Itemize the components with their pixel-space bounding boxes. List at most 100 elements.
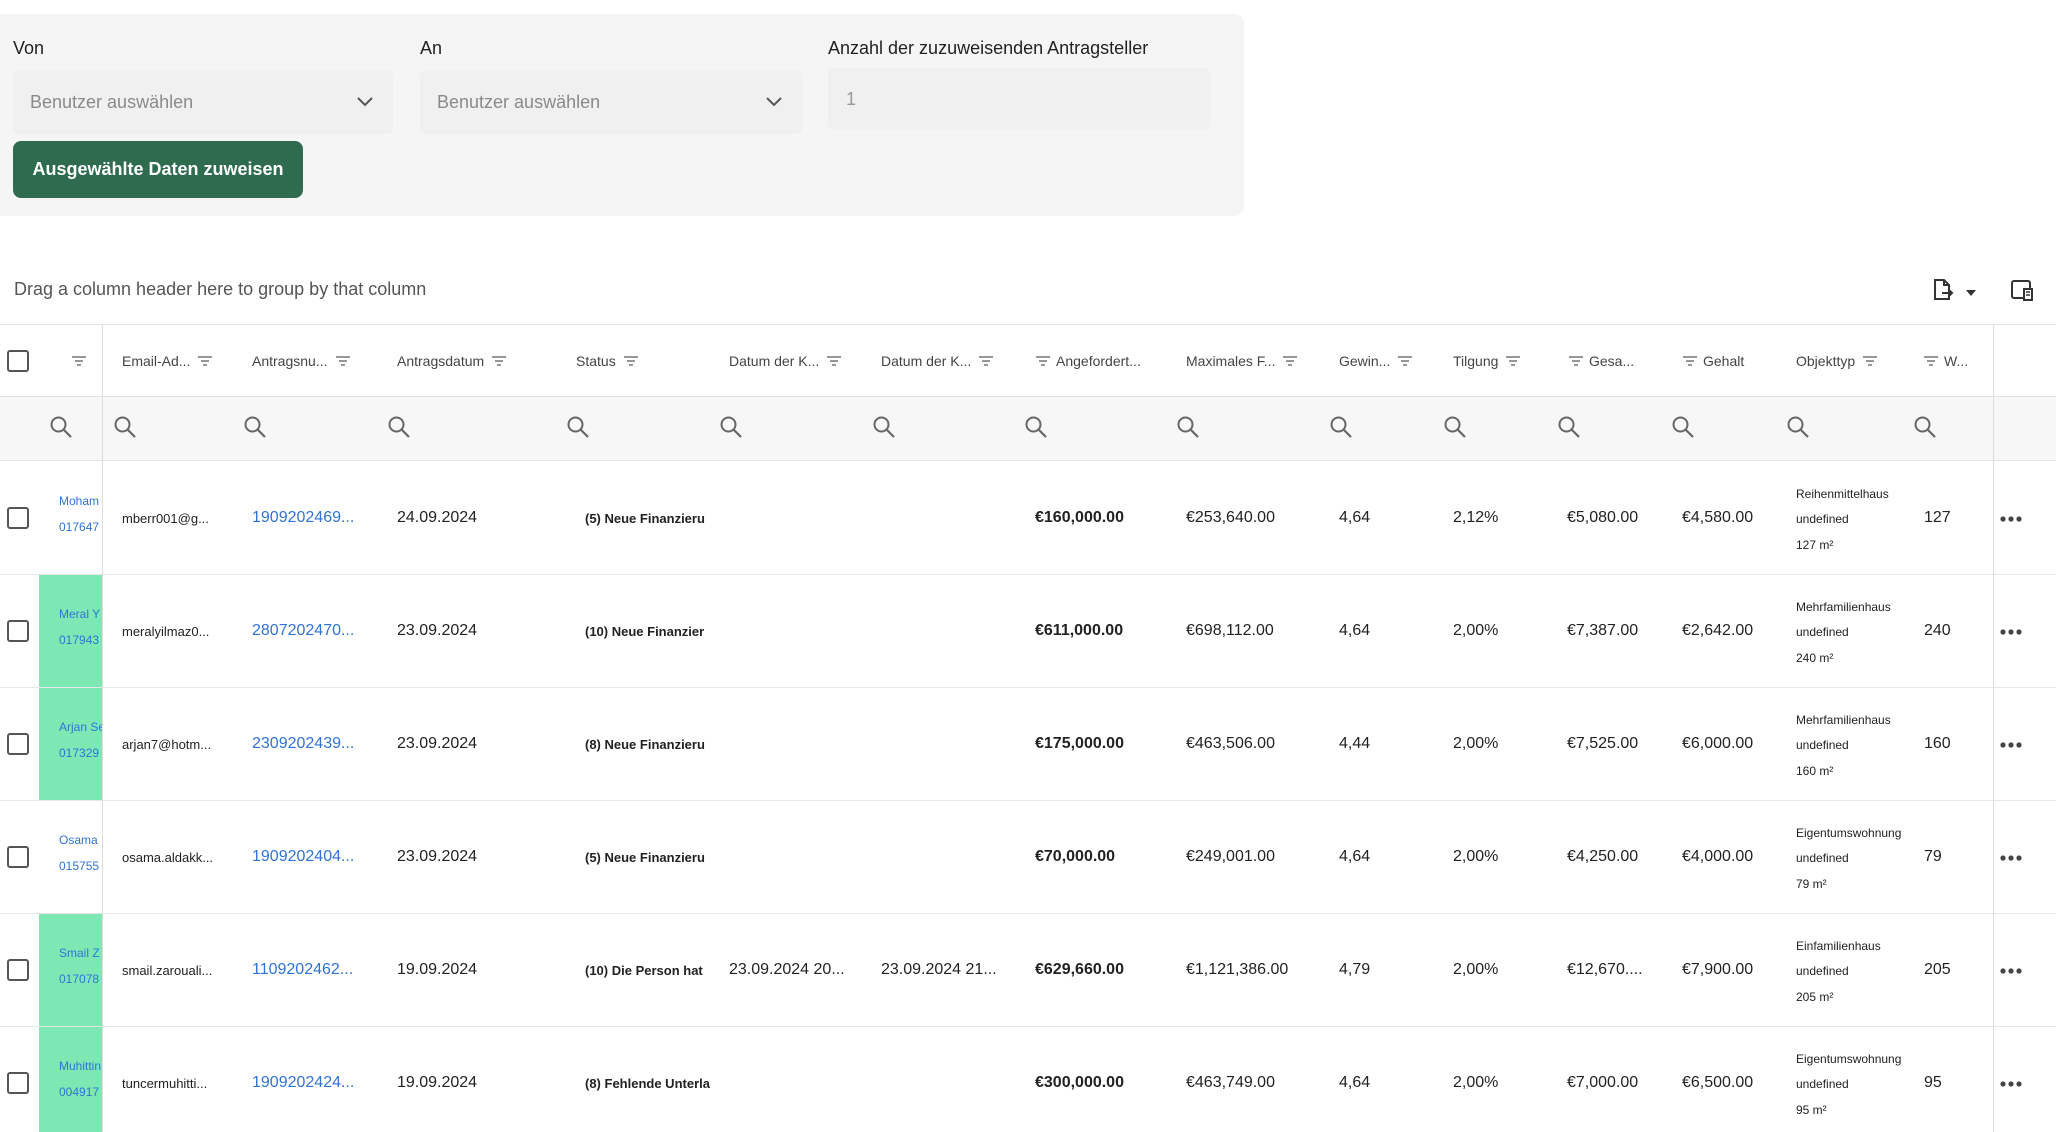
antragsdatum-cell: 23.09.2024 xyxy=(397,735,478,752)
search-icon[interactable] xyxy=(872,415,898,441)
filter-icon[interactable] xyxy=(1924,356,1938,366)
antragsnummer-link[interactable]: 1909202404... xyxy=(252,848,355,865)
search-icon[interactable] xyxy=(387,415,413,441)
column-header-objekttyp[interactable]: Objekttyp xyxy=(1796,325,1878,397)
applicant-phone[interactable]: 017943 xyxy=(59,633,100,647)
search-icon[interactable] xyxy=(1786,415,1812,441)
column-header-maximales[interactable]: Maximales F... xyxy=(1186,325,1298,397)
antragsnummer-link[interactable]: 1109202462... xyxy=(252,961,354,978)
column-header-tilgung[interactable]: Tilgung xyxy=(1453,325,1521,397)
column-chooser-button[interactable] xyxy=(2010,278,2038,306)
w-cell: 205 xyxy=(1924,961,1951,978)
count-input[interactable]: 1 xyxy=(828,68,1210,130)
column-header-label: Maximales F... xyxy=(1186,353,1276,369)
applicant-name[interactable]: Arjan Se xyxy=(59,720,102,734)
filter-icon[interactable] xyxy=(198,356,213,366)
to-user-select[interactable]: Benutzer auswählen xyxy=(420,70,802,134)
search-icon[interactable] xyxy=(113,415,139,441)
column-header-angefordert[interactable]: Angefordert... xyxy=(1036,325,1141,397)
filter-icon[interactable] xyxy=(1036,356,1050,366)
filter-icon[interactable] xyxy=(1506,356,1521,366)
export-button[interactable] xyxy=(1932,278,1988,306)
from-user-select[interactable]: Benutzer auswählen xyxy=(13,70,393,134)
applicant-cell[interactable]: Osama 015755 xyxy=(39,801,102,913)
applicant-cell[interactable]: Moham 017647 xyxy=(39,462,102,574)
assign-selected-button[interactable]: Ausgewählte Daten zuweisen xyxy=(13,141,303,198)
column-header-antragsnummer[interactable]: Antragsnu... xyxy=(252,325,350,397)
objekttyp-area: 240 m² xyxy=(1796,651,1834,665)
search-icon[interactable] xyxy=(719,415,745,441)
row-checkbox[interactable] xyxy=(7,620,29,642)
row-actions-button[interactable] xyxy=(1996,688,2026,800)
search-icon[interactable] xyxy=(243,415,269,441)
column-header-datum-k1[interactable]: Datum der K... xyxy=(729,325,842,397)
column-header-datum-k2[interactable]: Datum der K... xyxy=(881,325,994,397)
search-icon[interactable] xyxy=(1671,415,1697,441)
antragsnummer-link[interactable]: 2807202470... xyxy=(252,622,355,639)
column-header-label: Tilgung xyxy=(1453,353,1499,369)
applicant-cell[interactable]: Muhittin 004917 xyxy=(39,1027,102,1132)
filter-icon[interactable] xyxy=(827,356,842,366)
select-all-checkbox[interactable] xyxy=(7,350,29,372)
applicant-phone[interactable]: 004917 xyxy=(59,1085,100,1099)
filter-icon[interactable] xyxy=(1683,356,1697,366)
applicant-name[interactable]: Muhittin xyxy=(59,1059,102,1073)
row-checkbox[interactable] xyxy=(7,733,29,755)
column-header-gesamt[interactable]: Gesa... xyxy=(1569,325,1634,397)
column-header-status[interactable]: Status xyxy=(576,325,638,397)
filter-icon[interactable] xyxy=(1283,356,1298,366)
row-checkbox[interactable] xyxy=(7,507,29,529)
applicant-phone[interactable]: 017647 xyxy=(59,520,100,534)
row-actions-button[interactable] xyxy=(1996,914,2026,1026)
table-row[interactable]: Smail Z 017078 smail.zarouali... 1109202462… xyxy=(0,914,2056,1027)
applicant-cell[interactable]: Smail Z 017078 xyxy=(39,914,102,1026)
filter-icon[interactable] xyxy=(1569,356,1583,366)
column-header-w[interactable]: W... xyxy=(1924,325,1968,397)
applicant-phone[interactable]: 017078 xyxy=(59,972,100,986)
column-header-email[interactable]: Email-Ad... xyxy=(122,325,213,397)
applicant-phone[interactable]: 017329 xyxy=(59,746,100,760)
column-header-gehalt[interactable]: Gehalt xyxy=(1683,325,1744,397)
search-icon[interactable] xyxy=(1176,415,1202,441)
antragsnummer-link[interactable]: 2309202439... xyxy=(252,735,355,752)
table-row[interactable]: Moham 017647 mberr001@g... 1909202469... 24.… xyxy=(0,462,2056,575)
table-row[interactable]: Osama 015755 osama.aldakk... 1909202404... 2… xyxy=(0,801,2056,914)
search-icon[interactable] xyxy=(1557,415,1583,441)
antragsnummer-link[interactable]: 1909202469... xyxy=(252,509,355,526)
row-checkbox[interactable] xyxy=(7,846,29,868)
applicant-name[interactable]: Moham xyxy=(59,494,100,508)
search-icon[interactable] xyxy=(1443,415,1469,441)
column-header-antragsdatum[interactable]: Antragsdatum xyxy=(397,325,507,397)
filter-icon[interactable] xyxy=(1863,356,1878,366)
row-actions-button[interactable] xyxy=(1996,801,2026,913)
row-actions-button[interactable] xyxy=(1996,462,2026,574)
row-actions-button[interactable] xyxy=(1996,575,2026,687)
search-icon[interactable] xyxy=(1024,415,1050,441)
table-row[interactable]: Meral Y 017943 meralyilmaz0... 2807202470..… xyxy=(0,575,2056,688)
table-row[interactable]: Muhittin 004917 tuncermuhitti... 1909202424… xyxy=(0,1027,2056,1132)
filter-icon[interactable] xyxy=(335,356,350,366)
tilgung-cell: 2,12% xyxy=(1453,509,1499,526)
applicant-cell[interactable]: Arjan Se 017329 xyxy=(39,688,102,800)
applicant-name[interactable]: Meral Y xyxy=(59,607,101,621)
search-icon[interactable] xyxy=(1329,415,1355,441)
search-icon[interactable] xyxy=(49,415,75,441)
applicant-cell[interactable]: Meral Y 017943 xyxy=(39,575,102,687)
column-header-gewinn[interactable]: Gewin... xyxy=(1339,325,1413,397)
filter-icon[interactable] xyxy=(623,356,638,366)
table-row[interactable]: Arjan Se 017329 arjan7@hotm... 2309202439..… xyxy=(0,688,2056,801)
applicant-name[interactable]: Osama xyxy=(59,833,98,847)
row-checkbox[interactable] xyxy=(7,959,29,981)
row-checkbox[interactable] xyxy=(7,1072,29,1094)
row-actions-button[interactable] xyxy=(1996,1027,2026,1132)
applicant-phone[interactable]: 015755 xyxy=(59,859,100,873)
antragsnummer-link[interactable]: 1909202424... xyxy=(252,1074,355,1091)
filter-icon[interactable] xyxy=(492,356,507,366)
search-icon[interactable] xyxy=(566,415,592,441)
name-column-filter[interactable] xyxy=(64,325,86,397)
applicant-name[interactable]: Smail Z xyxy=(59,946,100,960)
search-icon[interactable] xyxy=(1913,415,1939,441)
filter-icon[interactable] xyxy=(1398,356,1413,366)
filter-icon[interactable] xyxy=(979,356,994,366)
gesamt-cell: €4,250.00 xyxy=(1567,848,1639,865)
